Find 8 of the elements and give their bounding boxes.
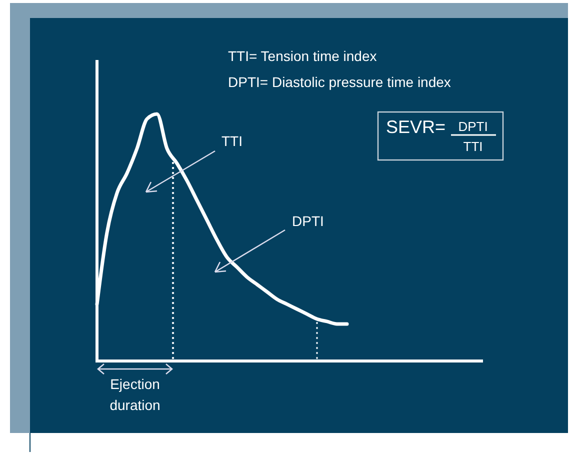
text: DPTI= Diastolic pressure time index (228, 74, 451, 90)
text: Ejection duration (110, 376, 160, 413)
annotation: TTI (222, 133, 242, 149)
text: SEVR= (386, 117, 446, 137)
text: TTI= Tension time index (228, 48, 377, 64)
annotation: DPTI (292, 213, 324, 229)
text: DPTI (458, 119, 488, 134)
text: TTI (463, 139, 483, 154)
